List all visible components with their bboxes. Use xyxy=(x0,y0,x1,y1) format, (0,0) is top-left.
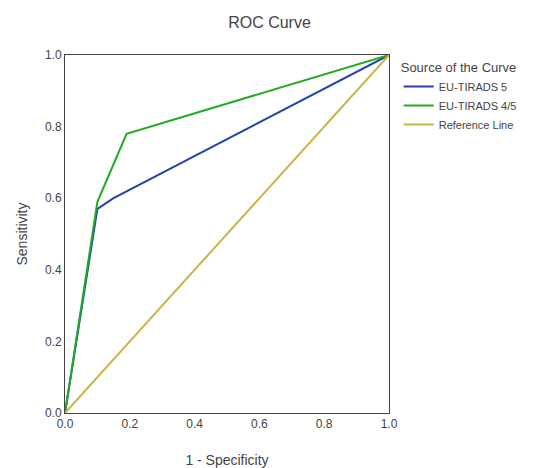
svg-text:0.2: 0.2 xyxy=(45,335,62,349)
svg-text:0.6: 0.6 xyxy=(45,191,62,205)
svg-text:0.2: 0.2 xyxy=(121,417,138,431)
svg-text:0.6: 0.6 xyxy=(251,417,268,431)
svg-text:0.4: 0.4 xyxy=(186,417,203,431)
svg-text:1 - Specificity: 1 - Specificity xyxy=(185,452,268,468)
svg-text:0.8: 0.8 xyxy=(316,417,333,431)
svg-text:Source of the Curve: Source of the Curve xyxy=(401,60,517,75)
svg-text:0.4: 0.4 xyxy=(45,263,62,277)
svg-text:EU-TIRADS 5: EU-TIRADS 5 xyxy=(439,81,507,93)
svg-text:0.0: 0.0 xyxy=(45,406,62,420)
svg-text:Sensitivity: Sensitivity xyxy=(14,202,30,265)
svg-text:Reference Line: Reference Line xyxy=(439,119,514,131)
svg-text:0.8: 0.8 xyxy=(45,120,62,134)
svg-text:0.0: 0.0 xyxy=(57,417,74,431)
svg-text:ROC Curve: ROC Curve xyxy=(228,14,311,31)
svg-text:1.0: 1.0 xyxy=(45,48,62,62)
svg-text:EU-TIRADS 4/5: EU-TIRADS 4/5 xyxy=(439,100,517,112)
svg-text:1.0: 1.0 xyxy=(381,417,398,431)
